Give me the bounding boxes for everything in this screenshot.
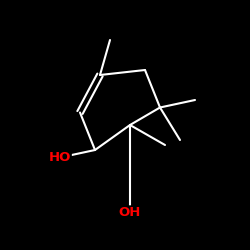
Text: HO: HO: [49, 151, 71, 164]
Text: OH: OH: [119, 206, 141, 219]
